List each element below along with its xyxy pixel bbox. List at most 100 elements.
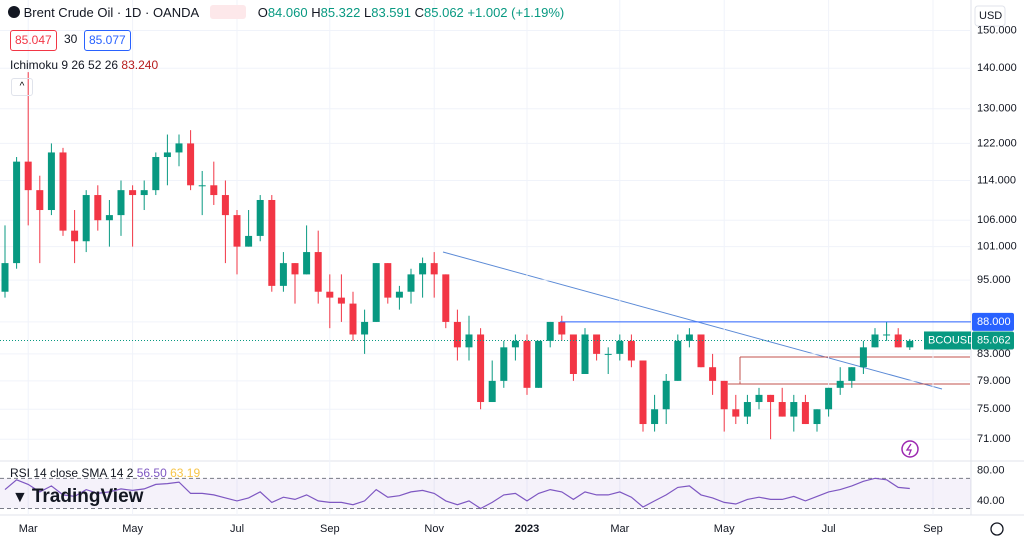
rsi-legend: RSI 14 close SMA 14 2 56.50 63.19	[10, 466, 200, 480]
candle-body	[813, 409, 821, 425]
candle-body	[407, 274, 415, 292]
candle-body	[778, 402, 786, 417]
rsi-sma-value: 63.19	[170, 466, 201, 480]
candle-body	[767, 394, 775, 403]
x-tick-label: Jul	[822, 523, 836, 535]
candle-body	[558, 321, 566, 335]
symbol-icon	[8, 6, 20, 18]
candle-body	[372, 263, 380, 322]
candle-body	[894, 334, 902, 348]
candle-body	[210, 185, 218, 196]
candle-body	[395, 291, 403, 298]
candle-body	[71, 230, 79, 242]
event-icon-bolt	[905, 443, 912, 456]
candle-body	[662, 380, 670, 410]
candle-body	[140, 190, 148, 196]
candle-body	[163, 152, 171, 158]
y-tick-label: 75.000	[977, 403, 1011, 415]
rsi-value: 56.50	[136, 466, 167, 480]
candle-body	[871, 334, 879, 348]
candle-body	[639, 360, 647, 425]
x-tick-label: Mar	[19, 523, 38, 535]
candle-body	[303, 252, 311, 275]
candle-body	[47, 152, 55, 211]
candle-body	[801, 402, 809, 425]
buy-price[interactable]: 85.077	[84, 30, 131, 51]
candle-body	[604, 353, 612, 355]
candle-body	[291, 263, 299, 275]
y-tick-label: 101.000	[977, 241, 1017, 253]
candle-body	[349, 303, 357, 335]
brand-logo[interactable]: ▼ TradingView	[12, 486, 143, 508]
logo-mark: ▼	[12, 489, 28, 506]
currency-button[interactable]	[974, 5, 1006, 27]
candle-body	[836, 380, 844, 388]
indicator-legend: Ichimoku 9 26 52 26 83.240	[10, 58, 158, 72]
candle-body	[221, 195, 229, 216]
candle-body	[732, 409, 740, 417]
candle-body	[546, 321, 554, 341]
price-line-badge	[972, 312, 1014, 331]
candle-body	[59, 152, 67, 231]
y-tick-label: 122.000	[977, 137, 1017, 149]
collapse-button[interactable]: ^	[11, 78, 33, 96]
candle-body	[117, 190, 125, 216]
candle-body	[674, 340, 682, 381]
candle-body	[569, 334, 577, 374]
rsi-band	[0, 478, 971, 509]
candle-body	[848, 367, 856, 381]
candle-body	[24, 161, 32, 191]
candle-body	[883, 334, 891, 336]
candle-body	[535, 340, 543, 388]
y-tick-label: 106.000	[977, 214, 1017, 226]
y-tick-label: 71.000	[977, 433, 1011, 445]
trend-line[interactable]	[442, 251, 943, 390]
candle-body	[825, 387, 833, 410]
candle-body	[268, 199, 276, 286]
candle-body	[453, 321, 461, 348]
event-icon[interactable]	[901, 440, 919, 458]
candle-body	[709, 367, 717, 381]
ohlc-label: H	[311, 5, 321, 20]
candle-body	[245, 235, 253, 247]
x-tick-label: Sep	[320, 523, 340, 535]
rsi-line	[4, 477, 910, 510]
candle-body	[616, 340, 624, 354]
candle-body	[105, 215, 113, 221]
ohlc-value: 84.060	[267, 5, 308, 20]
candle-body	[581, 334, 589, 374]
ohlc-value: 85.062	[424, 5, 464, 20]
candle-body	[593, 334, 601, 354]
price-line-label: 88.000	[977, 316, 1011, 328]
candle-body	[790, 402, 798, 417]
brand-name: TradingView	[31, 486, 144, 507]
candle-body	[36, 190, 44, 211]
candle-body	[685, 334, 693, 341]
y-tick-label: 130.000	[977, 103, 1017, 115]
last-price-label: 85.062	[977, 334, 1011, 346]
candle-body	[94, 195, 102, 221]
spread: 30	[64, 32, 78, 46]
ohlc-label: C	[414, 5, 425, 20]
x-tick-label: Nov	[424, 523, 444, 535]
symbol-title[interactable]: Brent Crude Oil · 1D · OANDA	[23, 5, 199, 20]
candle-body	[82, 195, 90, 242]
settings-button[interactable]	[990, 522, 1004, 536]
change-value: +1.002 (+1.19%)	[467, 5, 565, 20]
currency-label: USD	[979, 10, 1002, 22]
candle-body	[13, 161, 21, 264]
y-tick-label: 114.000	[977, 174, 1016, 186]
x-tick-label: Mar	[610, 523, 629, 535]
sell-price[interactable]: 85.047	[10, 30, 57, 51]
x-tick-label: 2023	[515, 523, 539, 535]
y-tick-label: 79.000	[977, 375, 1011, 387]
candle-body	[256, 199, 264, 236]
symbol-badge	[924, 331, 971, 350]
ohlc-value: 85.322	[320, 5, 361, 20]
candle-body	[697, 334, 705, 368]
candle-body	[187, 143, 195, 186]
candle-body	[511, 340, 519, 348]
compare-toggle[interactable]	[210, 5, 247, 19]
rsi-title: RSI 14 close SMA 14 2	[10, 466, 134, 480]
